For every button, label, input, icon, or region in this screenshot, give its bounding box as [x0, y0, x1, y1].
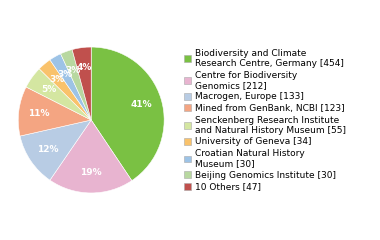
- Wedge shape: [50, 120, 132, 193]
- Text: 5%: 5%: [41, 85, 56, 94]
- Text: 12%: 12%: [37, 145, 59, 154]
- Wedge shape: [39, 60, 91, 120]
- Wedge shape: [18, 87, 91, 136]
- Text: 41%: 41%: [131, 100, 152, 109]
- Text: 11%: 11%: [28, 109, 50, 118]
- Text: 3%: 3%: [66, 66, 81, 75]
- Text: 3%: 3%: [50, 75, 65, 84]
- Wedge shape: [26, 69, 91, 120]
- Text: 3%: 3%: [58, 70, 73, 79]
- Legend: Biodiversity and Climate
Research Centre, Germany [454], Centre for Biodiversity: Biodiversity and Climate Research Centre…: [183, 48, 347, 192]
- Text: 19%: 19%: [80, 168, 102, 177]
- Wedge shape: [72, 47, 91, 120]
- Wedge shape: [50, 54, 91, 120]
- Wedge shape: [91, 47, 164, 181]
- Wedge shape: [20, 120, 91, 180]
- Text: 4%: 4%: [77, 63, 92, 72]
- Wedge shape: [60, 50, 91, 120]
